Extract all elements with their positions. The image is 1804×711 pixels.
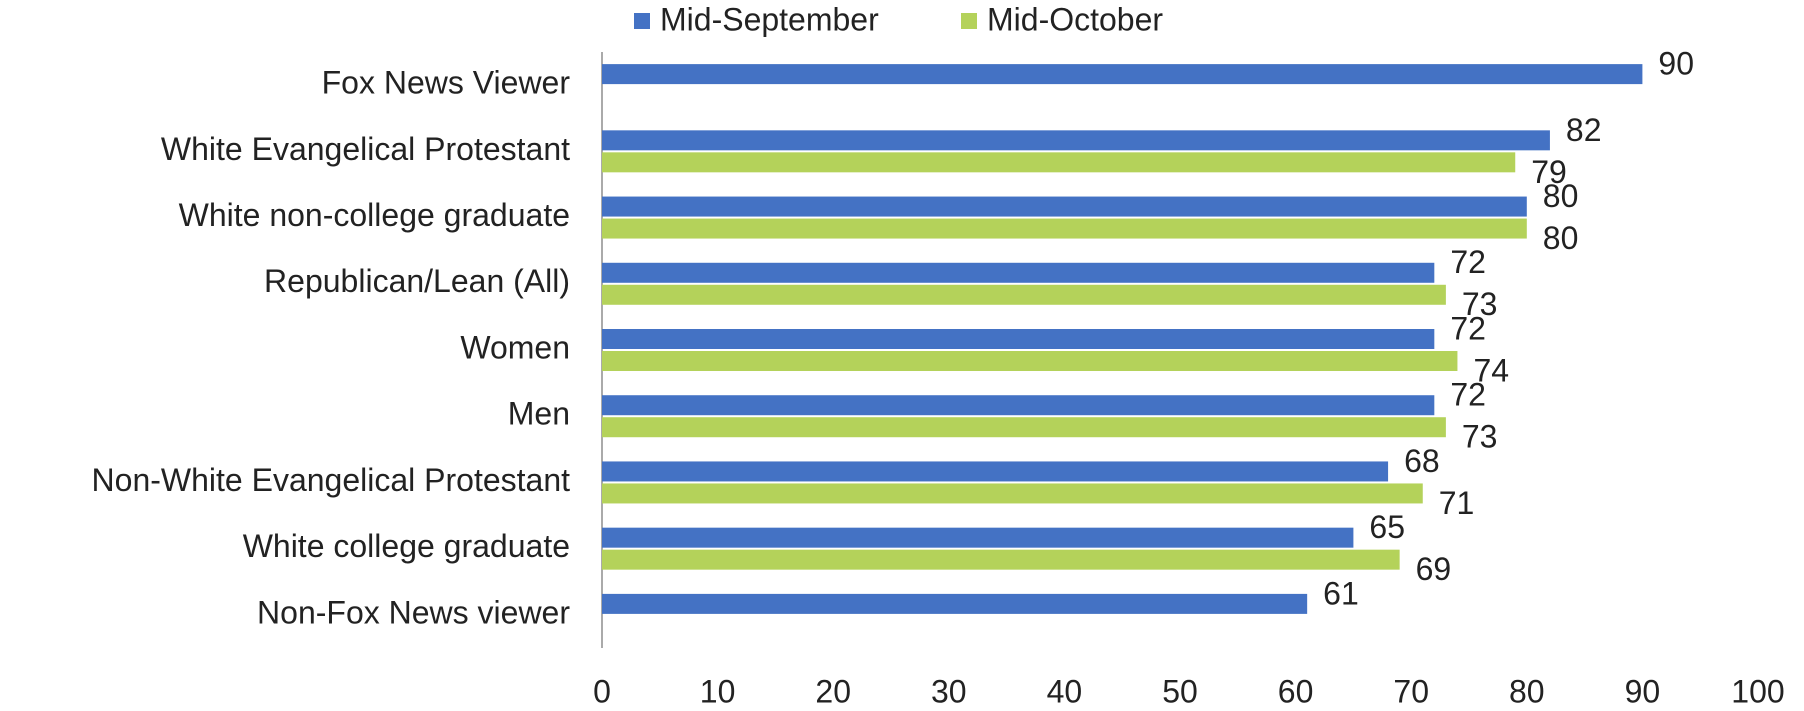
bar [602,152,1516,173]
data-label: 80 [1543,178,1579,214]
legend-label: Mid-September [660,1,879,37]
x-tick-label: 20 [815,673,851,709]
bar [602,395,1435,416]
data-label: 90 [1658,46,1694,82]
y-tick-label: White college graduate [243,528,570,564]
data-label: 65 [1369,509,1405,545]
y-tick-label: Fox News Viewer [322,65,571,101]
data-label: 72 [1450,244,1486,280]
x-tick-label: 90 [1625,673,1661,709]
y-tick-label: Men [508,396,570,432]
x-tick-label: 50 [1162,673,1198,709]
x-tick-label: 70 [1393,673,1429,709]
bar [602,483,1423,504]
bar [602,417,1446,438]
legend-label: Mid-October [987,1,1163,37]
y-tick-label: Non-White Evangelical Protestant [92,462,571,498]
bar [602,284,1446,305]
data-label: 72 [1450,377,1486,413]
bar [602,130,1550,151]
data-label: 80 [1543,220,1579,256]
bar [602,262,1435,283]
bar [602,218,1527,239]
data-label: 71 [1439,485,1475,521]
data-label: 72 [1450,310,1486,346]
data-label: 61 [1323,575,1359,611]
bar [602,593,1308,614]
y-tick-label: Republican/Lean (All) [264,263,570,299]
legend-swatch [634,13,650,29]
bar [602,196,1527,217]
x-tick-label: 60 [1278,673,1314,709]
x-tick-label: 30 [931,673,967,709]
x-tick-label: 10 [700,673,736,709]
legend-swatch [961,13,977,29]
data-label: 73 [1462,419,1498,455]
y-tick-label: White Evangelical Protestant [161,131,570,167]
bar [602,527,1354,548]
data-label: 74 [1473,352,1509,388]
x-tick-label: 0 [593,673,611,709]
x-tick-label: 100 [1731,673,1784,709]
data-label: 82 [1566,112,1602,148]
y-tick-label: Women [460,329,570,365]
y-tick-label: White non-college graduate [179,197,570,233]
bar [602,549,1400,570]
bar [602,64,1643,85]
data-label: 79 [1531,154,1567,190]
data-label: 68 [1404,443,1440,479]
data-label: 73 [1462,286,1498,322]
bar [602,329,1435,349]
bar [602,351,1458,371]
x-tick-label: 40 [1047,673,1083,709]
bar [602,461,1389,482]
y-tick-label: Non-Fox News viewer [257,594,570,630]
data-label: 69 [1416,551,1452,587]
x-tick-label: 80 [1509,673,1545,709]
